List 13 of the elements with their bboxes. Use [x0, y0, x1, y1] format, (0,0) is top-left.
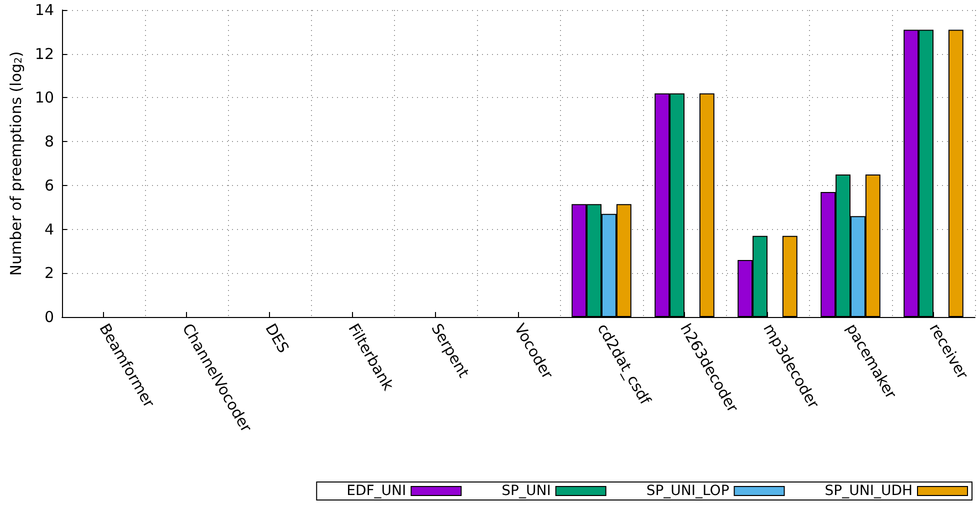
y-tick-label: 8: [44, 132, 54, 151]
legend-label: EDF_UNI: [346, 483, 406, 499]
y-tick-label: 0: [44, 308, 54, 326]
y-tick-label: 6: [44, 176, 54, 194]
legend-label: SP_UNI_LOP: [646, 483, 730, 499]
y-axis-title: Number of preemptions (log2): [7, 51, 25, 276]
y-tick-label: 4: [44, 220, 54, 238]
legend-label: SP_UNI: [502, 483, 551, 499]
y-tick-label: 12: [34, 44, 54, 63]
y-tick-label: 14: [34, 1, 54, 19]
y-tick-label: 2: [44, 264, 54, 282]
y-tick-label: 10: [34, 88, 54, 107]
legend-label: SP_UNI_UDH: [824, 483, 912, 499]
